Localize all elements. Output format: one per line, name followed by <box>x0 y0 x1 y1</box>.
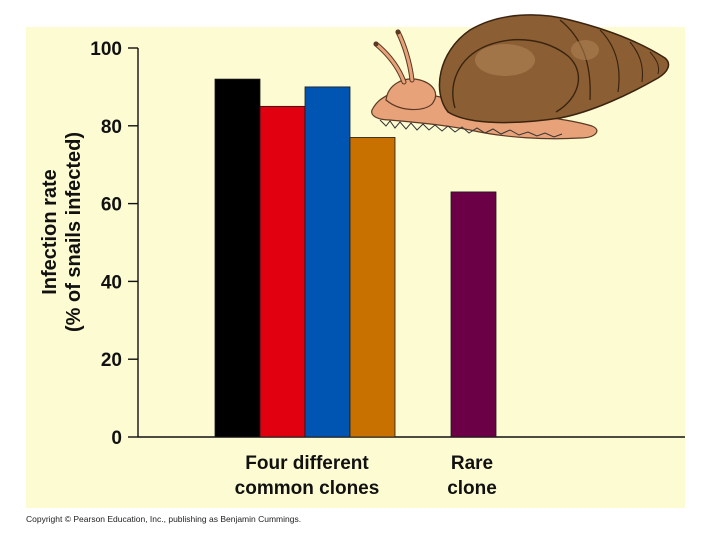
y-tick-label: 0 <box>111 428 122 449</box>
bar-common-clone-2 <box>259 105 306 438</box>
bar-common-clone-4 <box>349 137 396 438</box>
bars <box>214 78 497 438</box>
category-label-rare-line2: clone <box>447 478 497 499</box>
category-label-common-line1: Four different <box>245 453 369 474</box>
y-tick-label: 20 <box>101 350 122 371</box>
category-label-common-line2: common clones <box>235 478 380 499</box>
y-ticks: 0 20 40 60 80 100 <box>90 39 138 449</box>
y-tick-label: 40 <box>101 272 122 293</box>
y-axis-title-line2: (% of snails infected) <box>63 132 85 332</box>
y-tick-label: 80 <box>101 117 122 138</box>
bar-common-clone-1 <box>214 78 261 438</box>
y-tick-label: 60 <box>101 195 122 216</box>
snail-illustration <box>371 14 670 140</box>
y-tick-label: 100 <box>90 39 122 60</box>
bar-common-clone-3 <box>304 86 351 438</box>
y-axis-title-line1: Infection rate <box>39 169 61 295</box>
bar-rare-clone <box>450 191 497 438</box>
category-label-rare-line1: Rare <box>451 453 493 474</box>
copyright-text: Copyright © Pearson Education, Inc., pub… <box>26 514 301 524</box>
